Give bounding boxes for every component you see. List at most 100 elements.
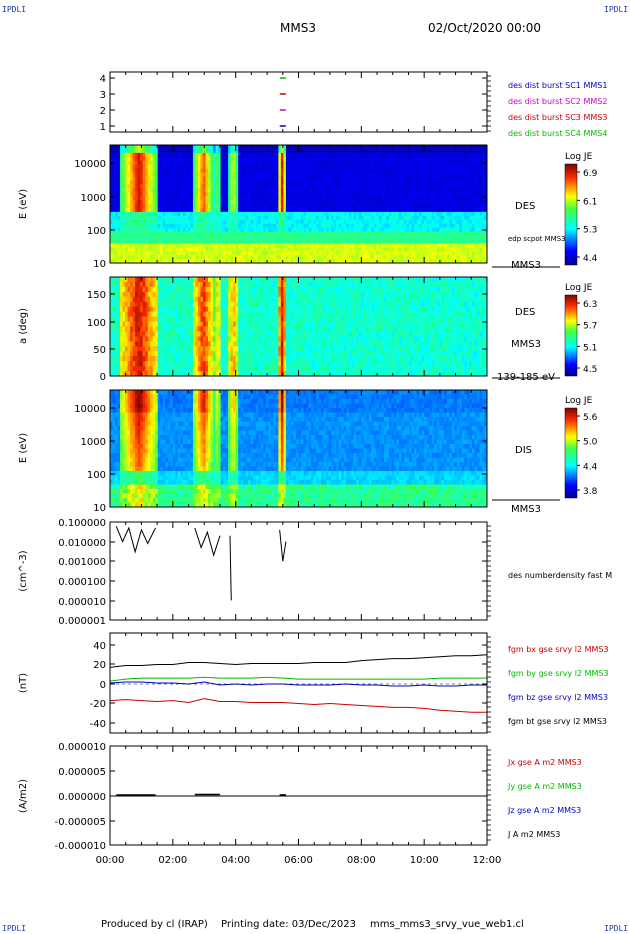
des-spectrogram-cell [406,204,410,209]
des-spectrogram-cell [238,180,242,185]
des-spectrogram-cell [303,152,307,158]
des-spectrogram-cell [356,160,360,166]
des-spectrogram-cell [290,207,294,213]
pitch-angle-cell [162,326,166,332]
des-spectrogram-cell [411,204,415,209]
des-spectrogram-cell [162,160,166,166]
des-spectrogram-cell [213,148,216,154]
des-spectrogram-cell [295,251,299,256]
des-spectrogram-cell [446,207,450,213]
des-spectrogram-cell [474,152,478,158]
pitch-angle-cell [110,291,113,298]
des-spectrogram-cell [333,231,337,236]
des-spectrogram-cell [348,176,352,181]
des-spectrogram-cell [145,160,149,166]
des-spectrogram-cell [202,235,206,240]
des-spectrogram-cell [197,227,201,232]
pitch-angle-cell [115,286,118,293]
pitch-angle-cell [122,336,126,342]
des-spectrogram-cell [220,160,224,166]
des-spectrogram-cell [311,180,314,185]
des-spectrogram-cell [218,184,221,189]
des-spectrogram-cell [421,239,425,244]
des-spectrogram-cell [170,219,174,225]
des-spectrogram-cell [265,180,269,185]
des-spectrogram-cell [228,223,232,228]
des-spectrogram-cell [456,255,460,260]
des-spectrogram-cell [290,239,294,244]
des-spectrogram-cell [461,223,465,228]
des-spectrogram-cell [182,215,186,221]
des-spectrogram-cell [162,168,166,173]
des-spectrogram-cell [147,235,151,240]
des-spectrogram-cell [263,259,267,264]
des-spectrogram-cell [449,168,453,173]
des-spectrogram-cell [414,215,418,221]
des-spectrogram-cell [147,184,151,189]
des-spectrogram-cell [479,168,483,173]
des-spectrogram-cell [283,148,287,154]
des-spectrogram-cell [235,223,239,228]
des-spectrogram-cell [404,192,407,197]
des-spectrogram-cell [208,223,211,228]
des-spectrogram-cell [368,188,372,193]
des-spectrogram-cell [466,180,470,185]
des-spectrogram-cell [132,219,136,225]
des-spectrogram-cell [135,211,139,217]
des-spectrogram-cell [421,227,425,232]
des-spectrogram-cell [316,227,319,232]
des-spectrogram-cell [280,204,284,209]
des-spectrogram-cell [316,145,319,150]
des-spectrogram-cell [336,255,340,260]
pitch-angle-cell [165,341,169,347]
pitch-angle-cell [135,316,139,322]
des-spectrogram-cell [409,172,412,177]
des-spectrogram-cell [190,247,194,252]
des-spectrogram-cell [157,148,161,154]
des-spectrogram-cell [431,172,435,177]
pitch-angle-cell [125,321,128,327]
des-spectrogram-cell [434,164,438,169]
des-spectrogram-cell [479,251,483,256]
des-spectrogram-cell [328,196,332,201]
des-spectrogram-cell [399,219,402,225]
des-spectrogram-cell [454,223,458,228]
des-spectrogram-cell [197,180,201,185]
pitch-angle-cell [140,286,144,293]
des-spectrogram-cell [233,148,237,154]
pitch-angle-cell [147,356,151,362]
des-spectrogram-cell [152,235,156,240]
des-spectrogram-cell [157,172,161,177]
des-spectrogram-cell [125,200,128,205]
des-spectrogram-cell [208,243,211,248]
des-spectrogram-cell [434,200,438,205]
des-spectrogram-cell [356,207,360,213]
des-spectrogram-cell [238,223,242,228]
des-spectrogram-cell [456,247,460,252]
des-spectrogram-cell [419,164,423,169]
des-spectrogram-cell [371,239,375,244]
des-spectrogram-cell [167,152,171,158]
des-spectrogram-cell [240,247,244,252]
des-spectrogram-cell [394,204,397,209]
des-spectrogram-cell [331,251,335,256]
des-spectrogram-cell [235,231,239,236]
des-spectrogram-cell [135,223,139,228]
des-spectrogram-cell [182,184,186,189]
pitch-angle-cell [155,311,159,317]
des-spectrogram-cell [336,239,340,244]
des-spectrogram-cell [250,180,254,185]
des-spectrogram-cell [459,223,463,228]
des-spectrogram-cell [348,160,352,166]
des-spectrogram-cell [122,231,126,236]
des-spectrogram-cell [192,239,196,244]
des-spectrogram-cell [190,148,194,154]
des-spectrogram-cell [263,227,267,232]
des-spectrogram-cell [250,192,254,197]
des-spectrogram-cell [406,156,410,162]
des-spectrogram-cell [288,160,292,166]
des-spectrogram-cell [318,188,322,193]
des-spectrogram-cell [220,231,224,236]
des-spectrogram-cell [429,204,433,209]
des-spectrogram-cell [195,196,199,201]
